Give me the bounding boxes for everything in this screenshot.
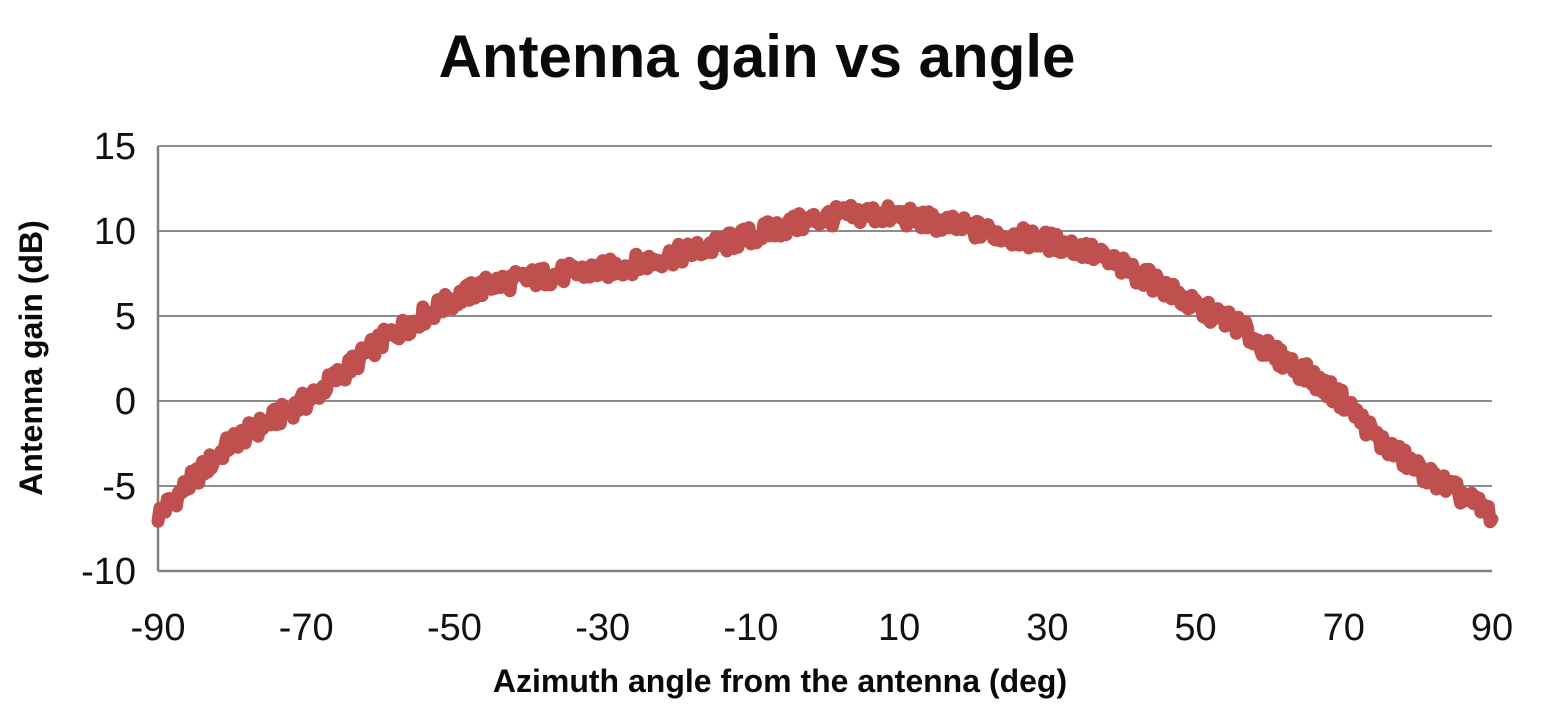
axes: [156, 146, 1492, 573]
x-tick-label: 50: [1174, 607, 1216, 649]
x-tick-label: 30: [1026, 607, 1068, 649]
x-tick-label: -30: [575, 607, 630, 649]
chart-title: Antenna gain vs angle: [439, 23, 1076, 90]
x-tick-labels: -90 -70 -50 -30 -10 10 30 50 70 90: [131, 607, 1514, 649]
gain-curve: [151, 198, 1499, 529]
y-tick-label: 15: [94, 126, 136, 168]
x-tick-label: 90: [1471, 607, 1513, 649]
y-tick-label: -5: [102, 466, 136, 508]
x-tick-label: -50: [427, 607, 482, 649]
x-axis-title: Azimuth angle from the antenna (deg): [493, 663, 1067, 699]
y-tick-label: -10: [81, 551, 136, 593]
x-tick-label: -70: [279, 607, 334, 649]
x-tick-label: 10: [878, 607, 920, 649]
x-tick-label: -90: [131, 607, 186, 649]
y-tick-label: 0: [115, 381, 136, 423]
y-axis-title: Antenna gain (dB): [13, 220, 49, 496]
x-tick-label: -10: [723, 607, 778, 649]
x-tick-label: 70: [1323, 607, 1365, 649]
y-tick-labels: 15 10 5 0 -5 -10: [81, 126, 136, 593]
y-tick-label: 10: [94, 211, 136, 253]
y-tick-label: 5: [115, 296, 136, 338]
